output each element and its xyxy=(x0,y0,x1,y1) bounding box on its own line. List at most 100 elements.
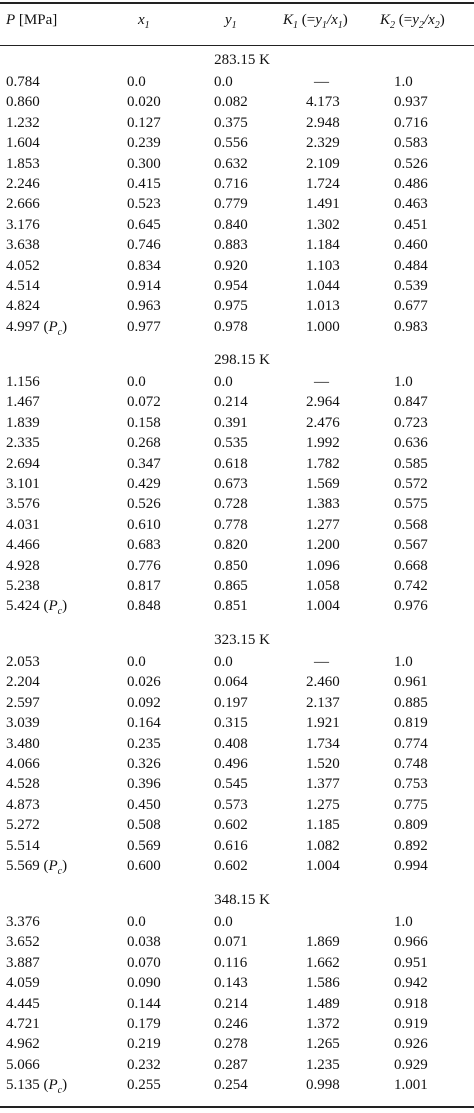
table-row: 3.638 0.746 0.883 1.184 0.460 xyxy=(0,237,474,258)
x1-cell: 0.127 xyxy=(127,114,161,131)
y1-cell: 0.616 xyxy=(214,837,248,854)
x1-cell: 0.0 xyxy=(127,914,146,930)
k1-cell: 1.489 xyxy=(306,995,340,1012)
x1-cell: 0.0 xyxy=(127,374,146,390)
table-row: 4.928 0.776 0.850 1.096 0.668 xyxy=(0,558,474,579)
k2-cell: 0.723 xyxy=(394,414,428,431)
pressure-cell: 3.638 xyxy=(6,237,40,254)
table-row: 2.335 0.268 0.535 1.992 0.636 xyxy=(0,435,474,456)
table-row: 4.466 0.683 0.820 1.200 0.567 xyxy=(0,537,474,558)
x1-cell: 0.235 xyxy=(127,735,161,752)
k2-cell: 0.460 xyxy=(394,237,428,254)
k1-cell: 1.000 xyxy=(306,318,340,335)
k2-cell: 0.976 xyxy=(394,598,428,615)
table-row: 5.135 (Pc) 0.255 0.254 0.998 1.001 xyxy=(0,1077,474,1098)
k1-cell: 1.569 xyxy=(306,476,340,492)
x1-cell: 0.817 xyxy=(127,578,161,594)
x1-cell: 0.600 xyxy=(127,858,161,874)
y1-cell: 0.246 xyxy=(214,1016,248,1032)
k1-cell: 1.782 xyxy=(306,455,340,472)
y1-cell: 0.716 xyxy=(214,176,248,192)
pressure-cell: 3.376 xyxy=(6,914,40,930)
k1-cell: 1.491 xyxy=(306,196,340,213)
k1-cell: 1.372 xyxy=(306,1016,340,1032)
x1-cell: 0.848 xyxy=(127,598,161,615)
k2-cell: 0.463 xyxy=(394,196,428,213)
k1-cell: 1.082 xyxy=(306,837,340,854)
x1-cell: 0.164 xyxy=(127,715,161,732)
k2-cell: 0.819 xyxy=(394,715,428,732)
pressure-cell: 4.514 xyxy=(6,278,40,294)
pressure-cell: 3.652 xyxy=(6,934,40,951)
y1-cell: 0.254 xyxy=(214,1077,248,1094)
k2-cell: 1.0 xyxy=(394,74,413,90)
pressure-cell: 4.873 xyxy=(6,796,40,813)
x1-cell: 0.526 xyxy=(127,496,161,513)
pressure-cell: 5.135 (Pc) xyxy=(6,1077,68,1097)
pressure-cell: 1.232 xyxy=(6,114,40,131)
k2-cell: 0.748 xyxy=(394,756,428,772)
pressure-cell: 3.576 xyxy=(6,496,40,513)
x1-cell: 0.508 xyxy=(127,817,161,834)
x1-cell: 0.523 xyxy=(127,196,161,213)
y1-cell: 0.143 xyxy=(214,975,248,992)
y1-cell: 0.0 xyxy=(214,654,233,670)
y1-cell: 0.375 xyxy=(214,114,248,131)
y1-cell: 0.865 xyxy=(214,578,248,594)
x1-cell: 0.977 xyxy=(127,318,161,335)
x1-cell: 0.347 xyxy=(127,455,161,472)
y1-cell: 0.315 xyxy=(214,715,248,732)
table-row: 1.604 0.239 0.556 2.329 0.583 xyxy=(0,135,474,156)
table-row: 0.784 0.0 0.0 — 1.0 xyxy=(0,74,474,95)
y1-cell: 0.573 xyxy=(214,796,248,813)
pressure-cell: 5.066 xyxy=(6,1056,40,1073)
y1-cell: 0.728 xyxy=(214,496,248,513)
k2-cell: 0.983 xyxy=(394,318,428,335)
k2-cell: 0.583 xyxy=(394,135,428,152)
k2-cell: 0.753 xyxy=(394,776,428,793)
table-row: 4.721 0.179 0.246 1.372 0.919 xyxy=(0,1016,474,1037)
k1-cell: 1.103 xyxy=(306,257,340,274)
k1-cell: 1.004 xyxy=(306,858,340,874)
k2-cell: 0.994 xyxy=(394,858,428,874)
x1-cell: 0.683 xyxy=(127,537,161,554)
k1-cell: 1.275 xyxy=(306,796,340,813)
header-k1: K1 (=y1/x1) xyxy=(283,12,348,31)
pressure-cell: 5.424 (Pc) xyxy=(6,598,68,618)
bottom-rule xyxy=(0,1106,474,1108)
table-row: 4.997 (Pc) 0.977 0.978 1.000 0.983 xyxy=(0,319,474,340)
k2-cell: 0.885 xyxy=(394,694,428,711)
x1-cell: 0.834 xyxy=(127,257,161,274)
k1-cell: 1.869 xyxy=(306,934,340,951)
x1-cell: 0.610 xyxy=(127,516,161,533)
k1-cell: 1.377 xyxy=(306,776,340,793)
table-row: 3.576 0.526 0.728 1.383 0.575 xyxy=(0,496,474,517)
x1-cell: 0.450 xyxy=(127,796,161,813)
header-x1: x1 xyxy=(138,12,150,31)
pressure-cell: 5.569 (Pc) xyxy=(6,858,68,877)
section-temperature: 283.15 K xyxy=(214,52,270,68)
table-row: 1.467 0.072 0.214 2.964 0.847 xyxy=(0,394,474,415)
k2-cell: 0.486 xyxy=(394,176,428,192)
x1-cell: 0.038 xyxy=(127,934,161,951)
table-row: 4.059 0.090 0.143 1.586 0.942 xyxy=(0,975,474,996)
y1-cell: 0.496 xyxy=(214,756,248,772)
x1-cell: 0.070 xyxy=(127,954,161,971)
x1-cell: 0.326 xyxy=(127,756,161,772)
k2-cell: 0.961 xyxy=(394,674,428,691)
k2-cell: 0.677 xyxy=(394,298,428,315)
pressure-cell: 4.466 xyxy=(6,537,40,554)
k2-cell: 1.0 xyxy=(394,914,413,930)
pressure-cell: 4.059 xyxy=(6,975,40,992)
k2-cell: 0.636 xyxy=(394,435,428,452)
table-row: 3.652 0.038 0.071 1.869 0.966 xyxy=(0,934,474,955)
section-temperature: 348.15 K xyxy=(214,892,270,908)
pressure-cell: 4.528 xyxy=(6,776,40,793)
k2-cell: 0.568 xyxy=(394,516,428,533)
y1-cell: 0.602 xyxy=(214,858,248,874)
pressure-cell: 1.467 xyxy=(6,394,40,411)
k2-cell: 0.539 xyxy=(394,278,428,294)
table-row: 3.101 0.429 0.673 1.569 0.572 xyxy=(0,476,474,497)
pressure-cell: 0.784 xyxy=(6,74,40,90)
k1-cell: 2.476 xyxy=(306,414,340,431)
